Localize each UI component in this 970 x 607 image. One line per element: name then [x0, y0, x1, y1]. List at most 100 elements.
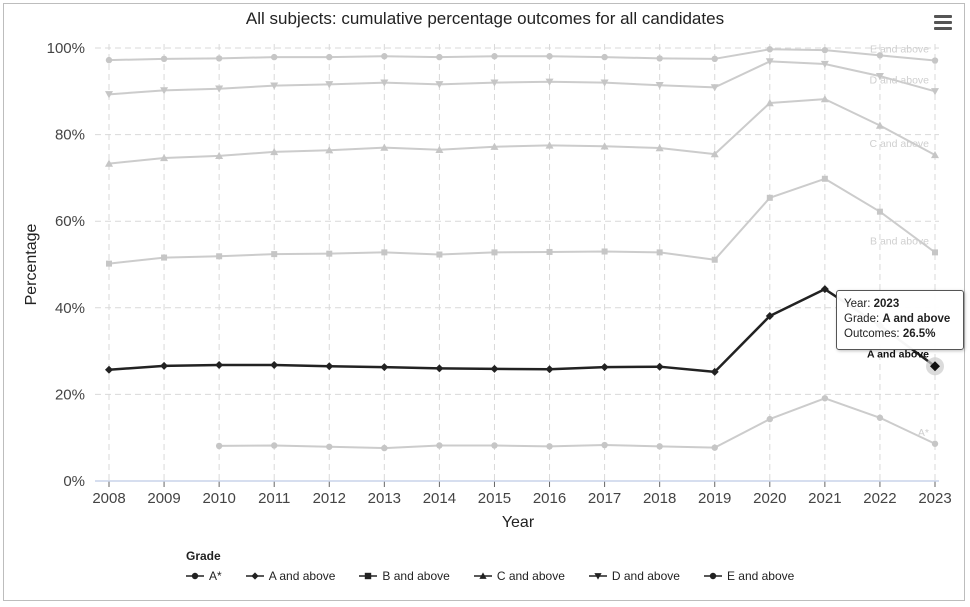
data-point-a-and-above — [435, 364, 444, 373]
data-point-a-star — [821, 395, 829, 402]
data-point-a-star — [436, 442, 443, 449]
data-point-e-and-above — [876, 52, 884, 59]
legend: A* A and above B and above C and above D and… — [186, 569, 818, 583]
series-line-d-and-above — [108, 60, 936, 96]
x-tick-label: 2017 — [588, 490, 621, 507]
y-tick-label: 0% — [63, 473, 85, 490]
data-point-d-and-above — [325, 81, 334, 89]
data-point-e-and-above — [436, 53, 443, 61]
data-point-a-and-above — [325, 362, 334, 371]
data-point-a-star — [271, 442, 278, 449]
series-end-label: A and above — [867, 348, 929, 360]
data-point-b-and-above — [876, 208, 883, 215]
data-point-a-star — [491, 442, 498, 449]
data-point-e-and-above — [601, 53, 608, 61]
data-point-b-and-above — [766, 194, 773, 201]
data-point-c-and-above — [710, 150, 719, 158]
series-end-label: A* — [918, 427, 929, 439]
data-point-d-and-above — [160, 87, 169, 95]
data-point-d-and-above — [931, 88, 939, 96]
data-point-d-and-above — [820, 60, 829, 69]
legend-item[interactable]: B and above — [359, 569, 450, 583]
data-point-b-and-above — [161, 254, 168, 261]
legend-marker — [709, 572, 717, 580]
data-point-a-and-above — [600, 363, 609, 372]
legend-title: Grade — [186, 549, 221, 563]
data-point-d-and-above — [545, 78, 554, 86]
legend-item[interactable]: A* — [186, 569, 222, 583]
hamburger-menu-icon[interactable] — [934, 15, 952, 31]
data-point-a-and-above — [270, 360, 279, 369]
series-line-b-and-above — [108, 177, 936, 265]
y-tick-label: 60% — [55, 213, 85, 230]
data-point-a-star — [381, 444, 388, 452]
hover-point — [930, 361, 940, 372]
data-point-d-and-above — [105, 91, 113, 99]
legend-marker-icon — [703, 572, 722, 580]
data-point-a-and-above — [380, 363, 389, 372]
x-tick-label: 2012 — [313, 490, 346, 507]
data-point-d-and-above — [490, 79, 499, 87]
chart-container — [3, 3, 965, 601]
data-point-d-and-above — [270, 82, 279, 90]
data-point-d-and-above — [380, 79, 389, 87]
data-point-e-and-above — [711, 55, 718, 63]
y-tick-label: 80% — [55, 127, 85, 144]
data-point-d-and-above — [215, 85, 224, 93]
data-point-e-and-above — [656, 55, 663, 62]
data-point-a-star — [326, 443, 333, 450]
data-point-b-and-above — [106, 260, 112, 267]
data-point-a-star — [931, 440, 939, 447]
data-point-d-and-above — [765, 58, 774, 66]
tooltip-grade-label: Grade: — [844, 313, 880, 325]
legend-marker-icon — [245, 572, 264, 580]
x-tick-label: 2015 — [478, 490, 511, 507]
data-point-a-star — [876, 414, 884, 421]
legend-item[interactable]: A and above — [245, 569, 336, 583]
data-point-c-and-above — [270, 147, 279, 156]
data-point-b-and-above — [326, 250, 333, 257]
data-point-d-and-above — [600, 79, 609, 87]
data-point-e-and-above — [271, 53, 278, 61]
series-line-c-and-above — [108, 98, 936, 165]
data-point-e-and-above — [821, 46, 829, 54]
data-point-a-and-above — [545, 365, 554, 374]
series-end-label: D and above — [869, 74, 929, 86]
x-tick-label: 2016 — [533, 490, 566, 507]
data-point-c-and-above — [380, 143, 389, 151]
data-point-b-and-above — [491, 249, 498, 256]
data-point-a-and-above — [215, 360, 224, 369]
series-end-label: E and above — [870, 44, 929, 56]
data-point-a-and-above — [490, 364, 499, 373]
data-point-a-and-above — [655, 362, 664, 371]
tooltip-year-label: Year: — [844, 298, 871, 310]
tooltip-grade: A and above — [882, 313, 951, 325]
data-point-d-and-above — [710, 84, 719, 92]
data-point-a-and-above — [710, 367, 719, 376]
data-tooltip: Year: 2023 Grade: A and above Outcomes: … — [836, 290, 964, 350]
data-point-e-and-above — [491, 53, 498, 60]
data-point-b-and-above — [271, 251, 278, 258]
legend-marker-icon — [186, 572, 204, 580]
legend-label: A* — [209, 569, 222, 583]
y-tick-label: 40% — [55, 300, 85, 317]
data-point-b-and-above — [381, 249, 388, 256]
data-point-a-and-above — [105, 365, 113, 374]
tooltip-year: 2023 — [873, 298, 900, 310]
legend-item[interactable]: C and above — [473, 569, 565, 583]
x-tick-label: 2020 — [753, 490, 786, 507]
legend-marker — [479, 572, 487, 579]
legend-item[interactable]: D and above — [588, 569, 680, 583]
data-point-b-and-above — [436, 251, 443, 258]
legend-label: A and above — [268, 569, 336, 583]
legend-marker — [365, 572, 372, 580]
data-point-b-and-above — [601, 248, 608, 255]
data-point-c-and-above — [490, 142, 499, 150]
y-axis-label: Percentage — [23, 223, 40, 305]
data-point-e-and-above — [766, 46, 773, 53]
x-tick-label: 2011 — [258, 490, 290, 507]
data-point-c-and-above — [600, 142, 609, 150]
legend-item[interactable]: E and above — [703, 569, 794, 583]
data-point-c-and-above — [325, 146, 334, 154]
data-point-b-and-above — [656, 249, 663, 256]
